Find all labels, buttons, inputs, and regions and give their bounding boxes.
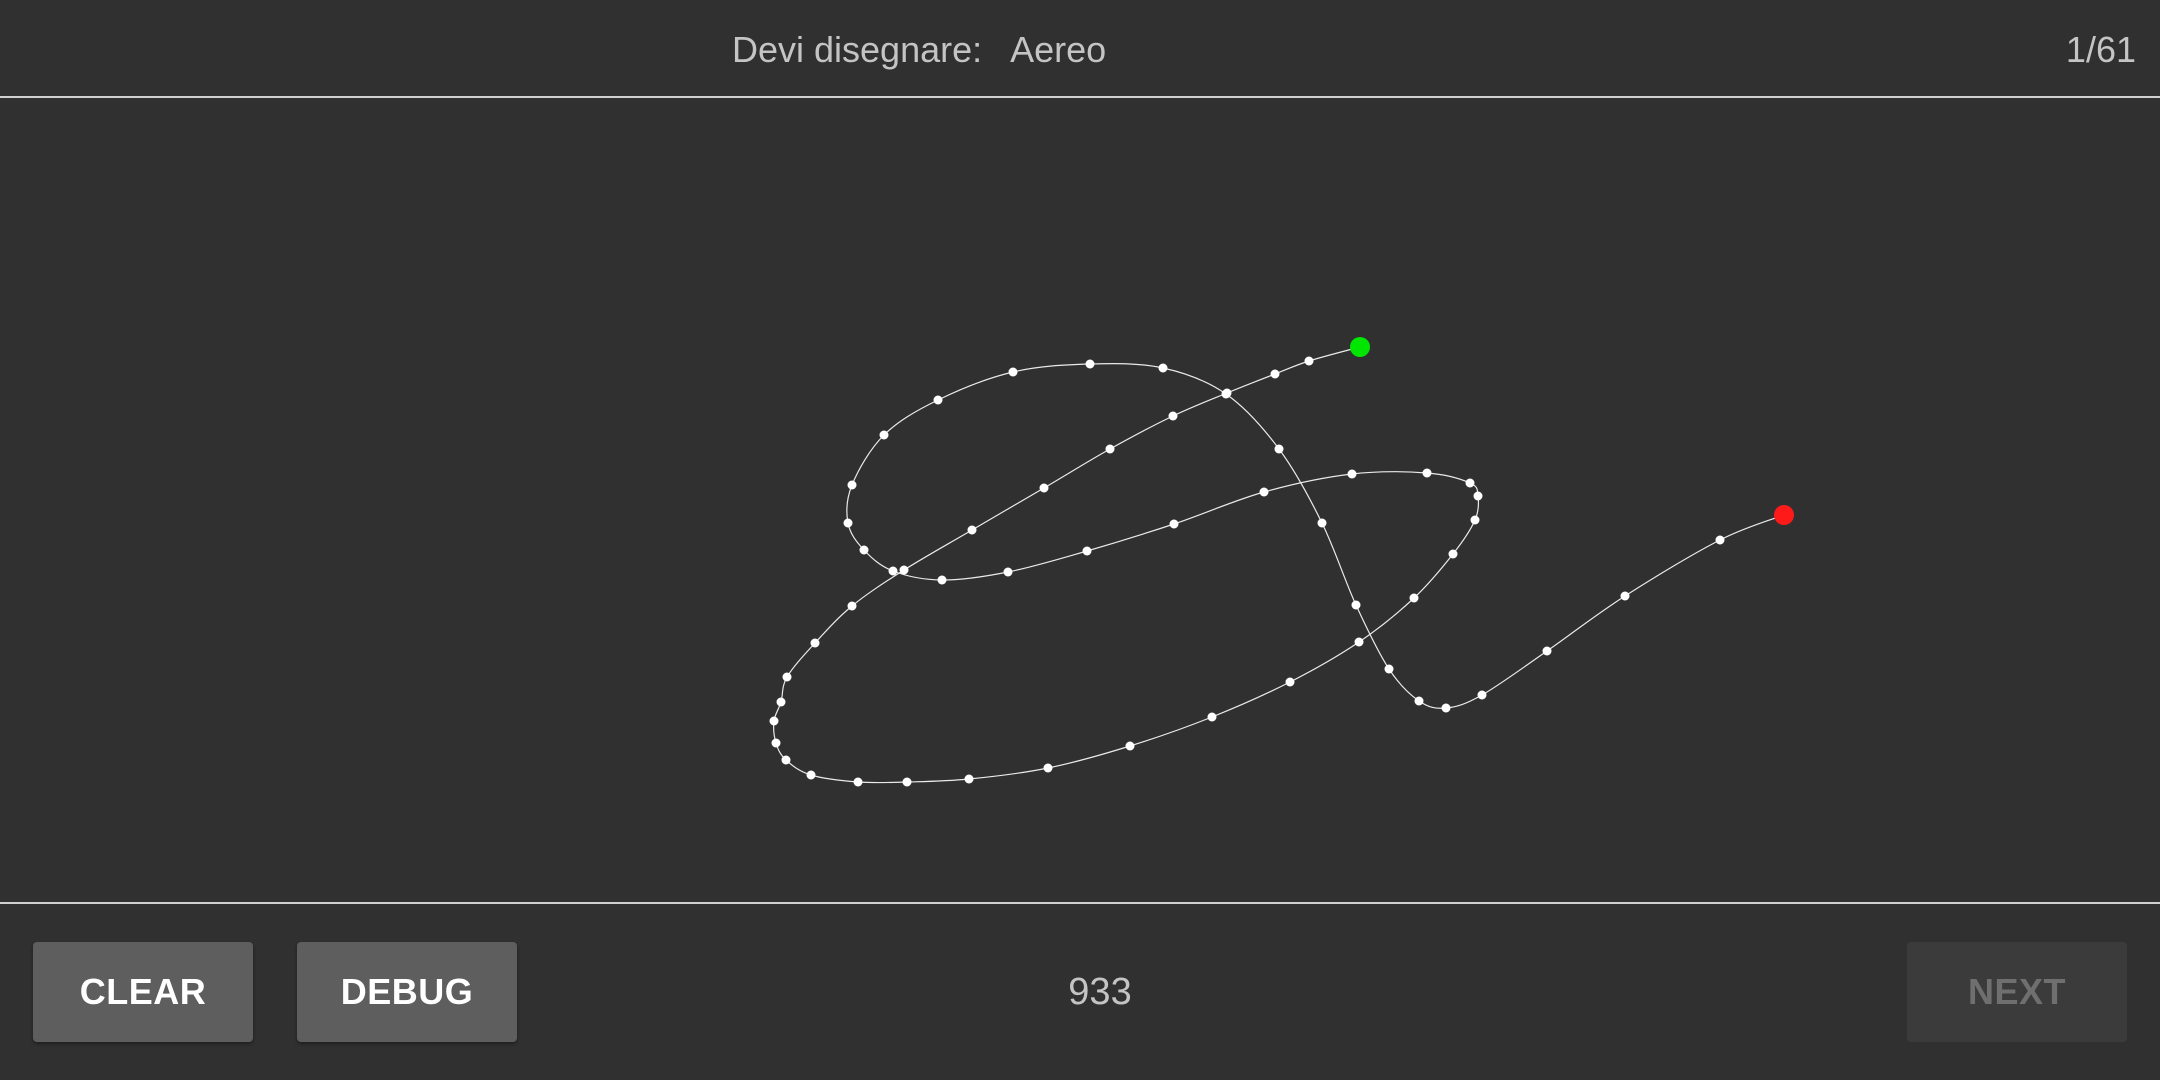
stroke-point (1003, 567, 1013, 577)
stroke-point (781, 755, 791, 765)
score-value: 933 (1068, 971, 1132, 1013)
stroke-point (1085, 359, 1095, 369)
stroke-point (933, 395, 943, 405)
prompt-label: Devi disegnare: (732, 29, 983, 70)
header-bar: Devi disegnare: Aereo 1/61 (0, 0, 2160, 96)
stroke-point (769, 716, 779, 726)
stroke-point (771, 738, 781, 748)
stroke-point (1304, 356, 1314, 366)
stroke-point (1448, 549, 1458, 559)
stroke-point (937, 575, 947, 585)
stroke-point (888, 566, 898, 576)
stroke-point (1473, 491, 1483, 501)
stroke-point (1470, 515, 1480, 525)
stroke-point (1620, 591, 1630, 601)
stroke-point (1465, 478, 1475, 488)
footer-divider (0, 902, 2160, 904)
stroke-end-marker (1774, 505, 1794, 525)
stroke-point (806, 770, 816, 780)
stroke-path (773, 346, 1785, 784)
stroke-point (1351, 600, 1361, 610)
stroke-point (1542, 646, 1552, 656)
stroke-point (1259, 487, 1269, 497)
stroke-point (899, 565, 909, 575)
stroke-point (1082, 546, 1092, 556)
stroke-point (967, 525, 977, 535)
stroke-point (1270, 369, 1280, 379)
stroke-point (847, 480, 857, 490)
stroke-point (843, 518, 853, 528)
stroke-point (1477, 690, 1487, 700)
stroke-point (847, 601, 857, 611)
stroke-point (1422, 468, 1432, 478)
stroke-point (1008, 367, 1018, 377)
drawing-canvas[interactable] (0, 98, 2160, 902)
stroke-point (1158, 363, 1168, 373)
debug-button[interactable]: DEBUG (297, 942, 517, 1042)
stroke-start-marker (1350, 337, 1370, 357)
target-word: Aereo (1010, 29, 1107, 70)
stroke-point (1347, 469, 1357, 479)
stroke-point (964, 774, 974, 784)
stroke-point (1207, 712, 1217, 722)
stroke-point (902, 777, 912, 787)
stroke-point (879, 430, 889, 440)
progress-counter: 1/61 (2065, 29, 2136, 70)
stroke-point (1125, 741, 1135, 751)
prompt: Devi disegnare: Aereo (732, 24, 1106, 76)
stroke-point (776, 697, 786, 707)
stroke-point (1441, 703, 1451, 713)
stroke-point (1274, 444, 1284, 454)
stroke-point (1285, 677, 1295, 687)
stroke-point (1715, 535, 1725, 545)
stroke-point (1221, 389, 1231, 399)
stroke-point (1414, 696, 1424, 706)
stroke-point (1105, 444, 1115, 454)
header-divider (0, 96, 2160, 98)
stroke-point (1354, 637, 1364, 647)
stroke-point (782, 672, 792, 682)
clear-button[interactable]: CLEAR (33, 942, 253, 1042)
stroke-point (1169, 519, 1179, 529)
stroke-layer (769, 337, 1794, 787)
stroke-point (1384, 664, 1394, 674)
stroke-point (810, 638, 820, 648)
stroke-point (853, 777, 863, 787)
stroke-point (859, 545, 869, 555)
next-button[interactable]: NEXT (1907, 942, 2127, 1042)
stroke-point (1168, 411, 1178, 421)
stroke-point (1317, 518, 1327, 528)
stroke-point (1409, 593, 1419, 603)
footer-bar: CLEAR DEBUG 933 NEXT (0, 904, 2160, 1080)
stroke-point (1039, 483, 1049, 493)
stroke-point (1043, 763, 1053, 773)
